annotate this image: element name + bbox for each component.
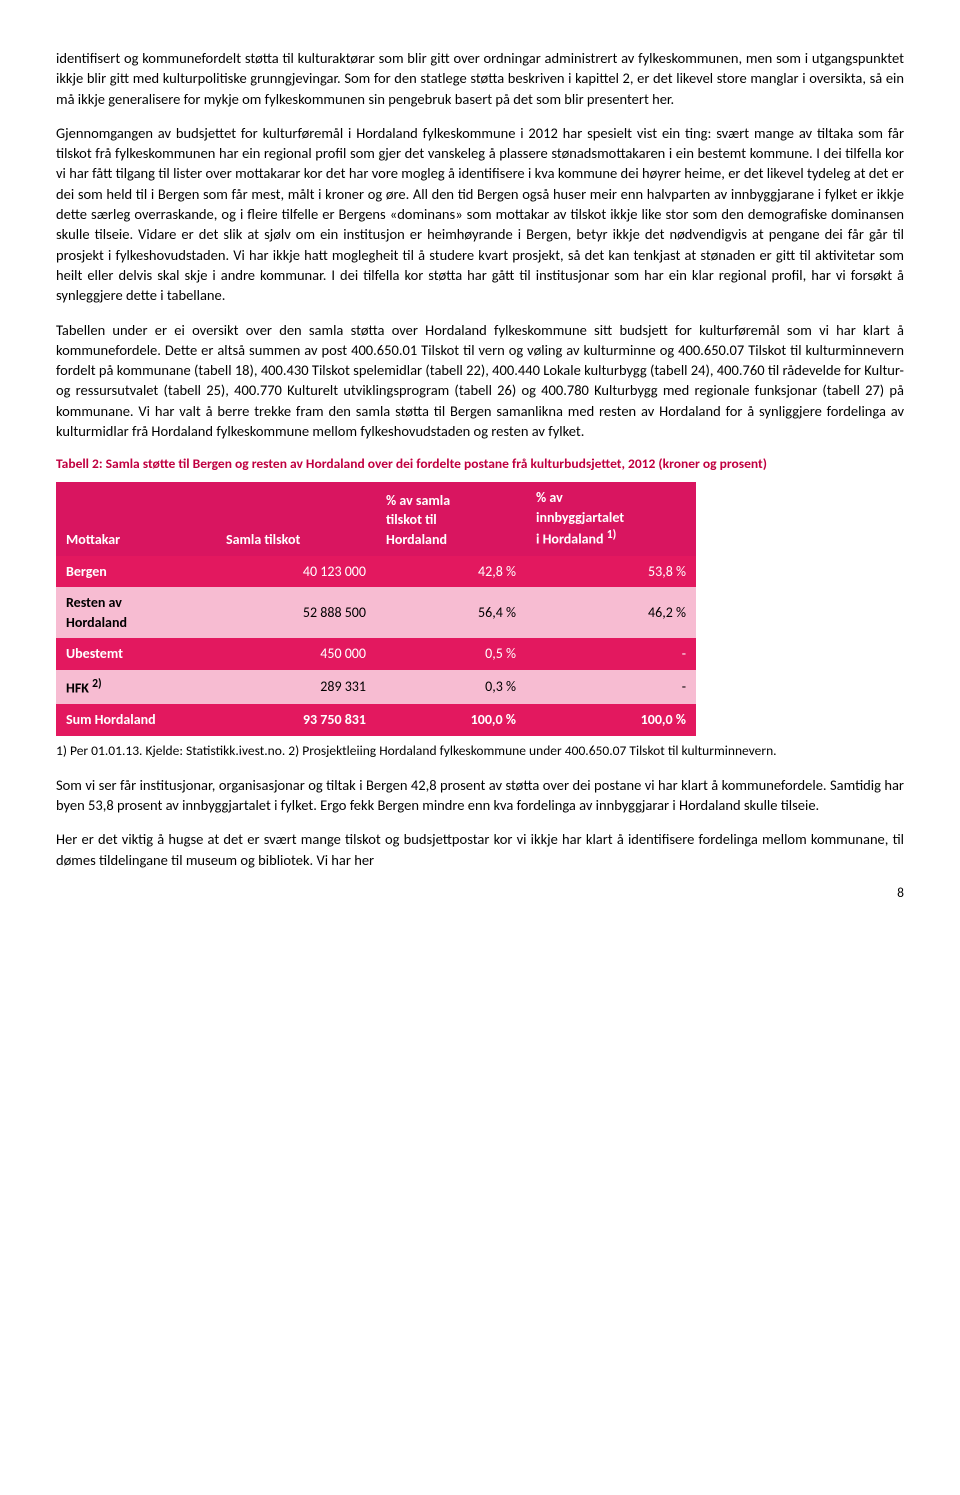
table-row: Bergen40 123 00042,8 %53,8 % <box>56 556 696 588</box>
table-cell-value: 100,0 % <box>526 704 696 736</box>
table-cell-value: 40 123 000 <box>216 556 376 588</box>
page-number: 8 <box>56 884 904 903</box>
table-cell-value: - <box>526 670 696 704</box>
table-cell-value: 46,2 % <box>526 587 696 638</box>
table-footnote: 1) Per 01.01.13. Kjelde: Statistikk.ives… <box>56 742 904 761</box>
table-cell-label: HFK 2) <box>56 670 216 704</box>
table-cell-value: - <box>526 638 696 670</box>
table-row: Resten avHordaland52 888 50056,4 %46,2 % <box>56 587 696 638</box>
body-paragraph: Gjennomgangen av budsjettet for kulturfø… <box>56 123 904 306</box>
table-cell-value: 53,8 % <box>526 556 696 588</box>
table-cell-value: 52 888 500 <box>216 587 376 638</box>
table-header-cell: Mottakar <box>56 482 216 555</box>
table-cell-label: Bergen <box>56 556 216 588</box>
body-paragraph: Tabellen under er ei oversikt over den s… <box>56 320 904 442</box>
table-cell-value: 100,0 % <box>376 704 526 736</box>
table-header-cell: % avinnbyggjartaleti Hordaland 1) <box>526 482 696 555</box>
table-row: HFK 2)289 3310,3 %- <box>56 670 696 704</box>
table-cell-value: 0,5 % <box>376 638 526 670</box>
table-caption: Tabell 2: Samla støtte til Bergen og res… <box>56 455 904 474</box>
table-cell-value: 93 750 831 <box>216 704 376 736</box>
table-cell-label: Resten avHordaland <box>56 587 216 638</box>
body-paragraph: Som vi ser får institusjonar, organisasj… <box>56 775 904 816</box>
table-row: Ubestemt450 0000,5 %- <box>56 638 696 670</box>
table-cell-label: Ubestemt <box>56 638 216 670</box>
table-cell-value: 42,8 % <box>376 556 526 588</box>
body-paragraph: identifisert og kommunefordelt støtta ti… <box>56 48 904 109</box>
table-header-cell: Samla tilskot <box>216 482 376 555</box>
table-cell-value: 56,4 % <box>376 587 526 638</box>
table-header-cell: % av samlatilskot tilHordaland <box>376 482 526 555</box>
table-cell-value: 289 331 <box>216 670 376 704</box>
support-table: MottakarSamla tilskot% av samlatilskot t… <box>56 482 696 736</box>
body-paragraph: Her er det viktig å hugse at det er svær… <box>56 829 904 870</box>
table-cell-value: 450 000 <box>216 638 376 670</box>
table-cell-value: 0,3 % <box>376 670 526 704</box>
table-cell-label: Sum Hordaland <box>56 704 216 736</box>
table-row: Sum Hordaland93 750 831100,0 %100,0 % <box>56 704 696 736</box>
